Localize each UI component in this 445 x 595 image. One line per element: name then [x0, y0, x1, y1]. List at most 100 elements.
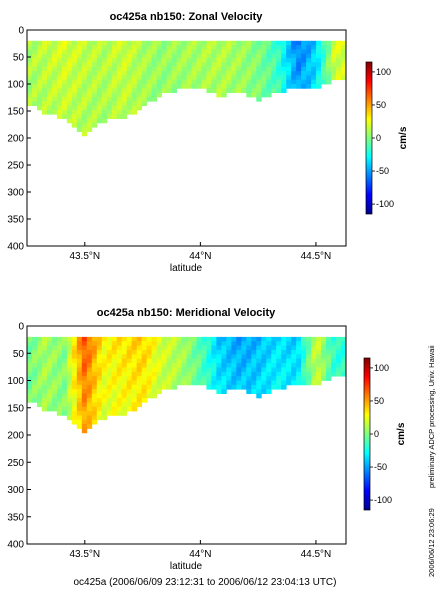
velocity-cell: [286, 45, 292, 50]
velocity-cell: [221, 66, 227, 72]
velocity-cell: [171, 371, 177, 377]
velocity-cell: [91, 345, 98, 351]
velocity-cell: [311, 84, 317, 89]
velocity-cell: [116, 62, 123, 68]
velocity-cell: [251, 358, 257, 364]
velocity-cell: [276, 363, 282, 368]
velocity-cell: [241, 49, 247, 55]
velocity-cell: [266, 84, 272, 89]
velocity-cell: [316, 49, 322, 55]
velocity-cell: [196, 336, 202, 342]
velocity-cell: [211, 384, 217, 390]
velocity-cell: [71, 389, 78, 394]
velocity-cell: [181, 376, 187, 381]
velocity-cell: [166, 367, 172, 373]
velocity-cell: [321, 75, 327, 81]
velocity-cell: [136, 341, 143, 347]
velocity-cell: [76, 406, 83, 412]
velocity-cell: [46, 384, 53, 390]
velocity-cell: [191, 336, 197, 342]
velocity-cell: [231, 345, 237, 351]
velocity-cell: [171, 384, 177, 390]
velocity-cell: [231, 62, 237, 68]
velocity-cell: [131, 402, 138, 408]
x-tick-label: 43.5°N: [69, 251, 100, 262]
velocity-cell: [231, 79, 237, 85]
velocity-cell: [206, 367, 212, 373]
velocity-cell: [27, 79, 33, 85]
velocity-cell: [311, 53, 317, 59]
velocity-cell: [131, 45, 138, 50]
velocity-cell: [236, 345, 242, 351]
velocity-cell: [76, 393, 83, 399]
velocity-cell: [276, 349, 282, 355]
velocity-cell: [166, 58, 172, 63]
velocity-cell: [331, 49, 337, 55]
velocity-cell: [286, 40, 292, 46]
velocity-cell: [66, 109, 73, 115]
velocity-cell: [96, 411, 103, 416]
velocity-cell: [326, 79, 332, 85]
velocity-cell: [291, 371, 297, 377]
velocity-cell: [186, 345, 192, 351]
velocity-cell: [121, 71, 128, 76]
velocity-cell: [27, 40, 33, 46]
velocity-cell: [76, 40, 83, 46]
velocity-cell: [171, 349, 177, 355]
velocity-cell: [136, 380, 143, 386]
velocity-cell: [261, 58, 267, 63]
velocity-cell: [131, 389, 138, 394]
velocity-cell: [336, 345, 342, 351]
velocity-cell: [261, 40, 267, 46]
velocity-cell: [246, 75, 252, 81]
velocity-cell: [291, 341, 297, 347]
velocity-cell: [246, 88, 252, 94]
velocity-cell: [91, 122, 98, 128]
velocity-cell: [51, 75, 58, 81]
velocity-cell: [106, 371, 113, 377]
velocity-cell: [301, 349, 307, 355]
velocity-cell: [231, 376, 237, 381]
velocity-cell: [196, 380, 202, 386]
velocity-cell: [186, 53, 192, 59]
velocity-cell: [151, 92, 157, 98]
velocity-cell: [31, 71, 38, 76]
velocity-cell: [71, 62, 78, 68]
velocity-cell: [76, 345, 83, 351]
velocity-cell: [241, 349, 247, 355]
velocity-cell: [36, 393, 43, 399]
velocity-cell: [251, 367, 257, 373]
velocity-cell: [111, 71, 118, 76]
velocity-cell: [101, 45, 108, 50]
velocity-cell: [36, 376, 43, 381]
velocity-cell: [271, 363, 277, 368]
velocity-cell: [31, 345, 38, 351]
velocity-cell: [41, 101, 48, 106]
velocity-cell: [251, 79, 257, 85]
velocity-cell: [221, 45, 227, 50]
velocity-cell: [61, 341, 68, 347]
velocity-cell: [201, 336, 207, 342]
velocity-cell: [211, 53, 217, 59]
velocity-cell: [326, 75, 332, 81]
velocity-cell: [156, 341, 162, 347]
velocity-cell: [161, 49, 167, 55]
velocity-cell: [46, 40, 53, 46]
velocity-cell: [241, 380, 247, 386]
velocity-cell: [151, 62, 157, 68]
velocity-cell: [116, 376, 123, 381]
velocity-cell: [206, 75, 212, 81]
velocity-cell: [31, 45, 38, 50]
velocity-cell: [91, 58, 98, 63]
velocity-cell: [236, 66, 242, 72]
velocity-cell: [116, 66, 123, 72]
velocity-cell: [131, 105, 138, 111]
velocity-cell: [61, 84, 68, 89]
velocity-cell: [121, 109, 128, 115]
velocity-cell: [106, 58, 113, 63]
velocity-cell: [81, 376, 88, 381]
velocity-cell: [101, 341, 108, 347]
velocity-cell: [241, 358, 247, 364]
velocity-cell: [136, 49, 143, 55]
velocity-cell: [176, 336, 182, 342]
